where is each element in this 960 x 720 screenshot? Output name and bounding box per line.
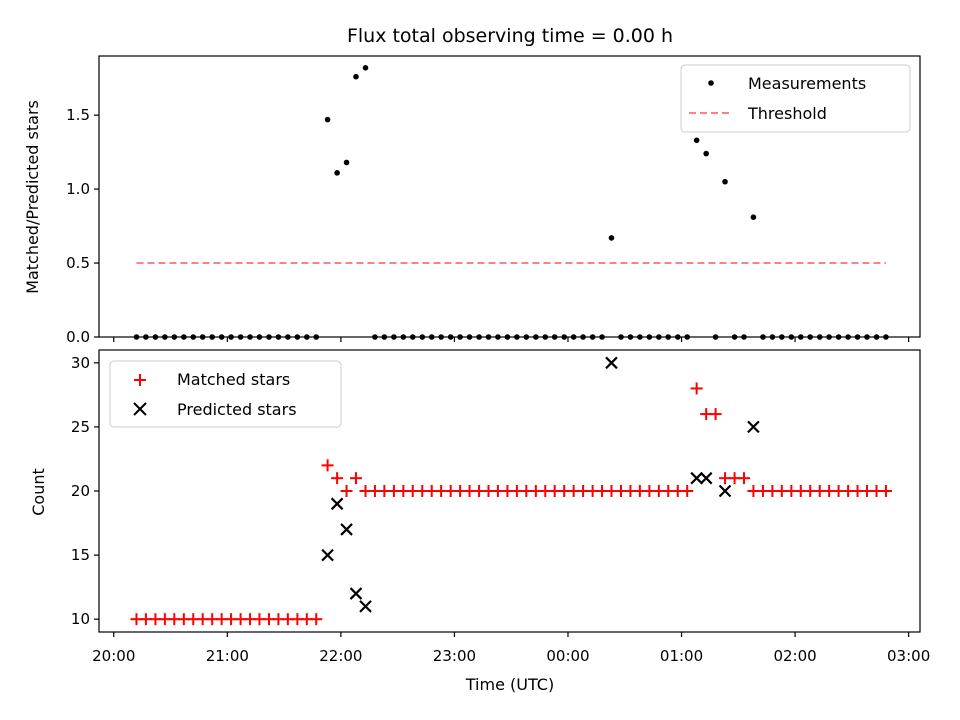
matched-star-point xyxy=(321,459,334,472)
predicted-star-point xyxy=(321,548,334,562)
legend-label-matched: Matched stars xyxy=(177,370,290,389)
top-legend: Measurements Threshold xyxy=(680,64,911,133)
legend-marker-predicted xyxy=(133,402,147,416)
top-y-tick-label: 0.0 xyxy=(66,328,90,346)
measurement-point xyxy=(324,116,331,123)
top-panel: 0.0 0.5 1.0 1.5 xyxy=(66,55,921,346)
top-y-tick-label: 1.0 xyxy=(66,180,90,198)
chart-title: Flux total observing time = 0.00 h xyxy=(347,25,673,47)
matched-star-point xyxy=(331,472,344,485)
measurement-point xyxy=(334,170,340,176)
predicted-star-point xyxy=(330,497,344,511)
x-b xyxy=(605,356,618,370)
predicted-star-point xyxy=(747,420,760,434)
matched-star-point xyxy=(681,485,694,497)
x-b xyxy=(330,497,344,511)
measurement-point xyxy=(722,178,728,185)
bottom-panel: 10 15 20 25 30 20:00 21:00 22:00 23:00 00:00 01:00… xyxy=(71,349,930,665)
bottom-x-tick-label: 22:00 xyxy=(319,647,362,665)
legend-label-threshold: Threshold xyxy=(747,104,827,123)
x-b xyxy=(747,420,760,434)
predicted-star-point xyxy=(605,356,618,370)
matched-star-point xyxy=(879,485,892,497)
bottom-y-tick-label: 15 xyxy=(71,546,90,564)
predicted-star-point xyxy=(359,600,372,613)
legend-label-measurements: Measurements xyxy=(748,74,866,93)
x-b xyxy=(699,471,713,485)
predicted-star-point xyxy=(340,523,353,536)
matched-star-point xyxy=(340,485,353,497)
top-legend-box xyxy=(680,64,911,133)
top-y-axis-label: Matched/Predicted stars xyxy=(23,100,42,294)
x-axis-label: Time (UTC) xyxy=(465,675,554,694)
predicted-star-point xyxy=(718,484,732,498)
bottom-x-tick-label: 01:00 xyxy=(660,647,703,665)
predicted-star-point xyxy=(349,587,363,600)
bottom-x-tick-label: 00:00 xyxy=(546,647,589,665)
bottom-y-tick-label: 10 xyxy=(71,610,90,628)
top-axes-frame xyxy=(98,55,921,338)
measurement-point xyxy=(343,159,350,166)
measurement-point xyxy=(703,150,709,157)
x-b xyxy=(718,484,732,498)
bottom-x-tick-label: 23:00 xyxy=(433,647,476,665)
predicted-star-point xyxy=(699,471,713,485)
matched-star-point xyxy=(690,382,703,395)
measurement-point xyxy=(693,137,700,144)
x-b xyxy=(690,471,703,485)
bottom-y-tick-label: 25 xyxy=(71,418,90,436)
bottom-x-tick-label: 02:00 xyxy=(773,647,816,665)
matched-star-point xyxy=(349,472,362,485)
bottom-legend-box xyxy=(109,360,342,428)
bottom-y-axis-label: Count xyxy=(29,468,48,516)
bottom-y-tick-label: 20 xyxy=(71,482,90,500)
x-b xyxy=(321,548,334,562)
x-b xyxy=(349,587,363,600)
matched-star-point xyxy=(310,613,323,626)
measurement-point xyxy=(608,235,615,241)
measurement-point xyxy=(362,65,369,71)
measurement-point xyxy=(353,73,359,80)
legend-label-predicted: Predicted stars xyxy=(177,400,297,419)
measurement-point xyxy=(750,214,757,221)
predicted-star-point xyxy=(690,471,703,485)
matched-star-point xyxy=(709,408,722,421)
legend-marker-matched xyxy=(134,374,146,386)
legend-marker-measurements xyxy=(708,80,714,86)
top-y-tick-label: 1.5 xyxy=(66,106,90,124)
bottom-x-tick-label: 21:00 xyxy=(206,647,249,665)
bottom-x-tick-label: 03:00 xyxy=(887,647,930,665)
x-b xyxy=(359,600,372,613)
bottom-y-tick-label: 30 xyxy=(71,354,90,372)
matched-star-point xyxy=(737,472,750,485)
bottom-legend: Matched stars Predicted stars xyxy=(109,360,342,428)
x-b xyxy=(340,523,353,536)
top-y-tick-label: 0.5 xyxy=(66,254,90,272)
bottom-x-tick-label: 20:00 xyxy=(92,647,135,665)
